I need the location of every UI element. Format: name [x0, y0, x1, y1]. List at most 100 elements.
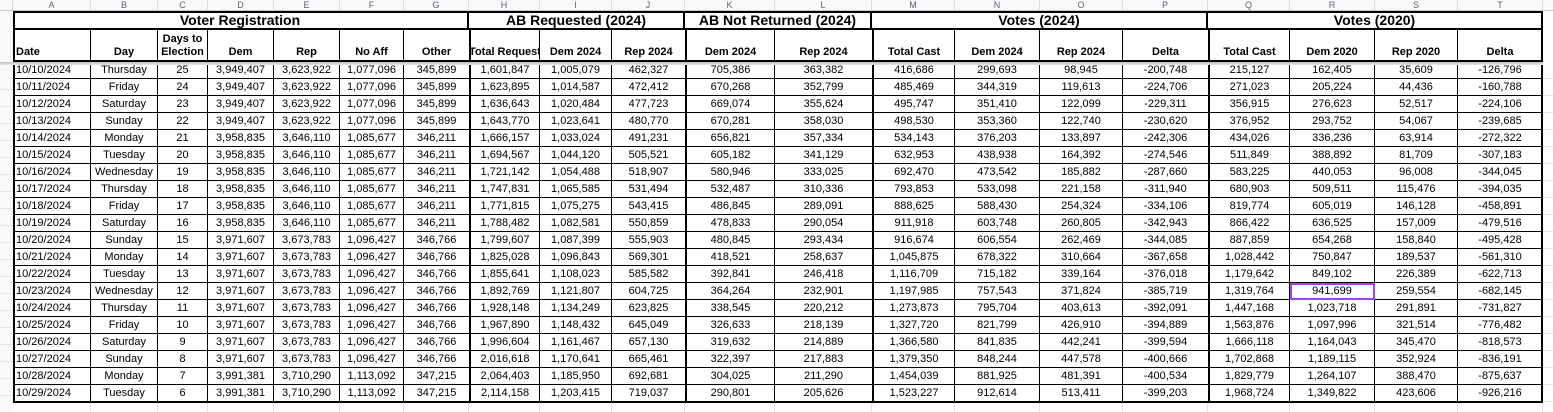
cell[interactable]: 358,030: [775, 113, 872, 130]
cell[interactable]: 585,582: [612, 266, 685, 283]
cell[interactable]: 3,673,783: [274, 300, 340, 317]
cell[interactable]: 189,537: [1375, 249, 1458, 266]
cell[interactable]: 1,096,427: [340, 266, 404, 283]
cell[interactable]: 164,392: [1040, 147, 1123, 164]
cell[interactable]: 17: [158, 198, 208, 215]
cell[interactable]: -875,637: [1458, 368, 1543, 385]
cell[interactable]: 16: [158, 215, 208, 232]
cell[interactable]: 232,901: [775, 283, 872, 300]
cell[interactable]: 310,336: [775, 181, 872, 198]
cell[interactable]: 10/17/2024: [13, 181, 91, 198]
cell[interactable]: 888,625: [872, 198, 955, 215]
cell[interactable]: 1,096,427: [340, 300, 404, 317]
cell[interactable]: 356,915: [1208, 96, 1290, 113]
empty-cell[interactable]: [158, 403, 208, 412]
cell[interactable]: 819,774: [1208, 198, 1290, 215]
cell[interactable]: 3,949,407: [208, 62, 274, 79]
cell[interactable]: 3,623,922: [274, 79, 340, 96]
cell[interactable]: -776,482: [1458, 317, 1543, 334]
cell[interactable]: 10/24/2024: [13, 300, 91, 317]
section-header[interactable]: AB Requested (2024): [469, 11, 685, 30]
cell[interactable]: 532,487: [685, 181, 775, 198]
cell[interactable]: 338,545: [685, 300, 775, 317]
cell[interactable]: 20: [158, 147, 208, 164]
cell[interactable]: -385,719: [1123, 283, 1208, 300]
cell[interactable]: Monday: [91, 130, 158, 147]
cell[interactable]: 403,613: [1040, 300, 1123, 317]
column-header-cell[interactable]: Dem 2020: [1290, 30, 1375, 62]
cell[interactable]: 1,096,427: [340, 283, 404, 300]
cell[interactable]: -394,889: [1123, 317, 1208, 334]
cell[interactable]: 1,116,709: [872, 266, 955, 283]
cell[interactable]: 388,470: [1375, 368, 1458, 385]
cell[interactable]: 447,578: [1040, 351, 1123, 368]
cell[interactable]: 1,005,079: [540, 62, 612, 79]
cell[interactable]: 513,411: [1040, 385, 1123, 402]
cell[interactable]: -344,085: [1123, 232, 1208, 249]
cell[interactable]: 481,391: [1040, 368, 1123, 385]
cell[interactable]: 2,064,403: [469, 368, 540, 385]
empty-cell[interactable]: [91, 403, 158, 412]
cell[interactable]: 10: [158, 317, 208, 334]
cell[interactable]: 345,899: [404, 62, 469, 79]
cell[interactable]: -344,045: [1458, 164, 1543, 181]
column-letter-H[interactable]: H: [469, 0, 540, 11]
cell[interactable]: Sunday: [91, 113, 158, 130]
cell[interactable]: Saturday: [91, 334, 158, 351]
cell[interactable]: 3,971,607: [208, 351, 274, 368]
column-header-cell[interactable]: Other: [404, 30, 469, 62]
cell[interactable]: 3,949,407: [208, 113, 274, 130]
cell[interactable]: 1,702,868: [1208, 351, 1290, 368]
cell[interactable]: Monday: [91, 249, 158, 266]
cell[interactable]: 462,327: [612, 62, 685, 79]
cell[interactable]: 10/13/2024: [13, 113, 91, 130]
cell[interactable]: 162,405: [1290, 62, 1375, 79]
cell[interactable]: 1,164,043: [1290, 334, 1375, 351]
cell[interactable]: -272,322: [1458, 130, 1543, 147]
cell[interactable]: 588,430: [955, 198, 1040, 215]
cell[interactable]: -334,106: [1123, 198, 1208, 215]
cell[interactable]: 1,020,484: [540, 96, 612, 113]
column-letter-S[interactable]: S: [1375, 0, 1458, 11]
cell[interactable]: 15: [158, 232, 208, 249]
cell[interactable]: 345,899: [404, 96, 469, 113]
empty-cell[interactable]: [1040, 403, 1123, 412]
cell[interactable]: -224,706: [1123, 79, 1208, 96]
cell[interactable]: 185,882: [1040, 164, 1123, 181]
empty-cell[interactable]: [775, 403, 872, 412]
cell[interactable]: 669,074: [685, 96, 775, 113]
cell[interactable]: 1,113,092: [340, 368, 404, 385]
cell[interactable]: Wednesday: [91, 164, 158, 181]
cell[interactable]: 262,469: [1040, 232, 1123, 249]
cell[interactable]: 3,623,922: [274, 113, 340, 130]
cell[interactable]: 214,889: [775, 334, 872, 351]
cell[interactable]: 1,643,770: [469, 113, 540, 130]
cell[interactable]: 3,673,783: [274, 266, 340, 283]
empty-cell[interactable]: [1123, 403, 1208, 412]
cell[interactable]: 364,264: [685, 283, 775, 300]
cell[interactable]: 1,085,677: [340, 147, 404, 164]
cell[interactable]: 518,907: [612, 164, 685, 181]
cell[interactable]: 3,991,381: [208, 385, 274, 402]
cell[interactable]: 1,197,985: [872, 283, 955, 300]
cell[interactable]: 670,268: [685, 79, 775, 96]
cell[interactable]: 3,646,110: [274, 215, 340, 232]
cell[interactable]: -926,216: [1458, 385, 1543, 402]
cell[interactable]: 1,134,249: [540, 300, 612, 317]
cell[interactable]: 3,623,922: [274, 96, 340, 113]
cell[interactable]: 122,740: [1040, 113, 1123, 130]
cell[interactable]: -242,306: [1123, 130, 1208, 147]
empty-column[interactable]: [1543, 11, 1553, 412]
cell[interactable]: 550,859: [612, 215, 685, 232]
cell[interactable]: 10/11/2024: [13, 79, 91, 96]
column-letter-A[interactable]: A: [13, 0, 91, 11]
cell[interactable]: -731,827: [1458, 300, 1543, 317]
cell[interactable]: 1,829,779: [1208, 368, 1290, 385]
cell[interactable]: 218,139: [775, 317, 872, 334]
cell[interactable]: 363,382: [775, 62, 872, 79]
cell[interactable]: 44,436: [1375, 79, 1458, 96]
cell[interactable]: 122,099: [1040, 96, 1123, 113]
cell[interactable]: 569,301: [612, 249, 685, 266]
cell[interactable]: 478,833: [685, 215, 775, 232]
cell[interactable]: 290,801: [685, 385, 775, 402]
